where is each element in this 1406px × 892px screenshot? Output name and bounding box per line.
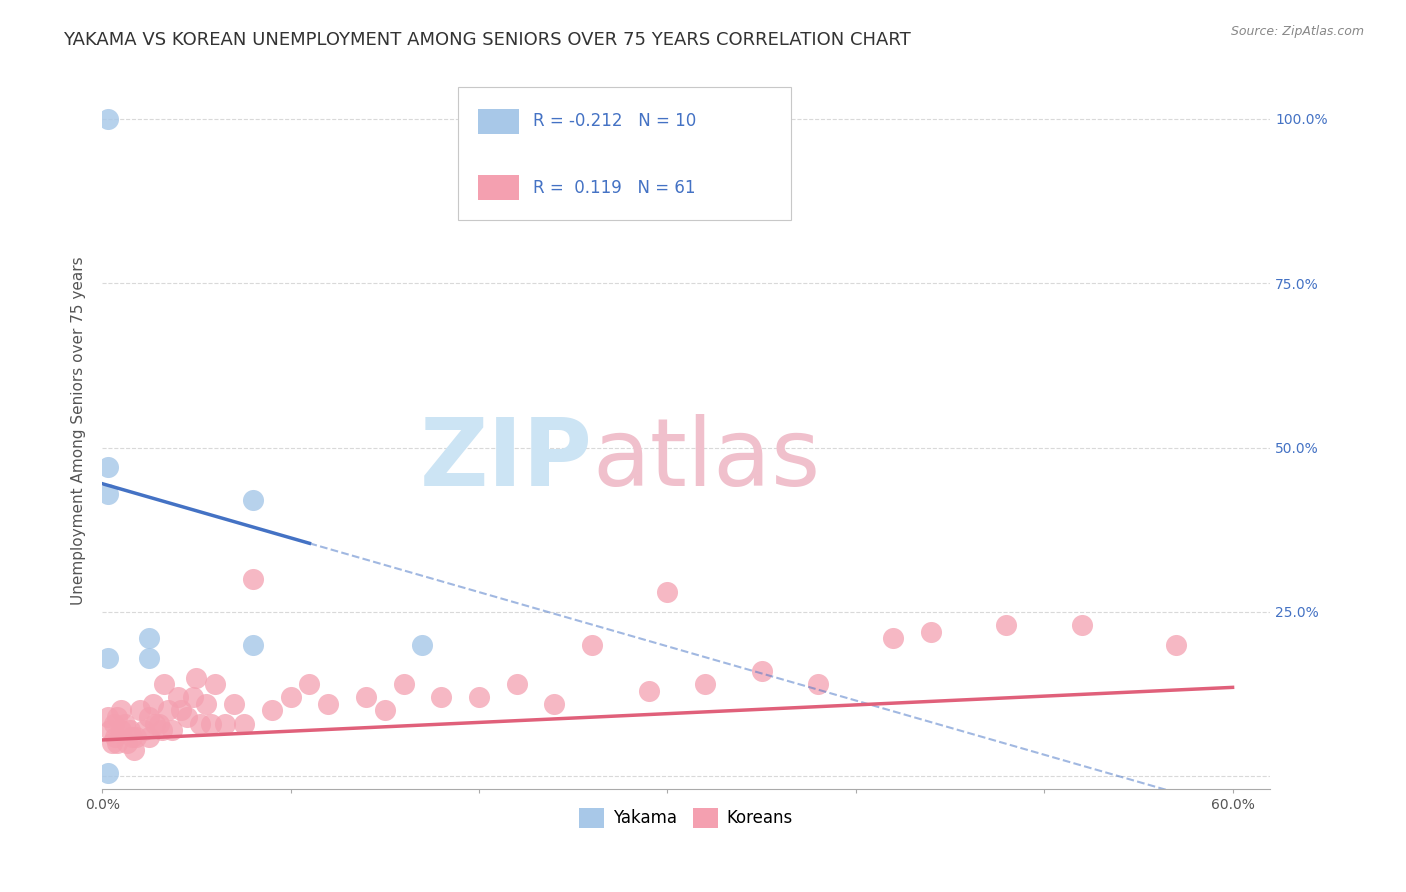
Text: ZIP: ZIP	[420, 414, 593, 506]
Point	[214, 716, 236, 731]
Point	[657, 585, 679, 599]
Point	[260, 703, 283, 717]
Point	[298, 677, 321, 691]
Point	[242, 493, 264, 508]
Point	[97, 486, 120, 500]
Point	[115, 736, 138, 750]
Point	[176, 710, 198, 724]
Point	[97, 650, 120, 665]
Point	[97, 112, 120, 126]
Point	[316, 697, 339, 711]
Point	[152, 723, 174, 737]
Point	[166, 690, 188, 705]
Point	[392, 677, 415, 691]
Point	[138, 730, 160, 744]
Point	[920, 624, 942, 639]
Point	[170, 703, 193, 717]
Point	[995, 618, 1018, 632]
Point	[142, 697, 165, 711]
Y-axis label: Unemployment Among Seniors over 75 years: Unemployment Among Seniors over 75 years	[72, 257, 86, 606]
Point	[1070, 618, 1092, 632]
Text: R =  0.119   N = 61: R = 0.119 N = 61	[533, 179, 696, 197]
Point	[153, 677, 176, 691]
Point	[100, 736, 122, 750]
Point	[581, 638, 603, 652]
Point	[120, 723, 142, 737]
Point	[160, 723, 183, 737]
Point	[104, 730, 127, 744]
Text: atlas: atlas	[593, 414, 821, 506]
Point	[97, 460, 120, 475]
Point	[105, 736, 128, 750]
Point	[280, 690, 302, 705]
Point	[204, 677, 226, 691]
Text: R = -0.212   N = 10: R = -0.212 N = 10	[533, 112, 696, 130]
FancyBboxPatch shape	[458, 87, 792, 219]
Point	[200, 716, 222, 731]
Point	[103, 716, 125, 731]
Point	[157, 703, 180, 717]
Point	[374, 703, 396, 717]
Point	[132, 723, 155, 737]
Point	[122, 743, 145, 757]
Point	[138, 631, 160, 645]
Point	[543, 697, 565, 711]
Point	[411, 638, 433, 652]
Point	[693, 677, 716, 691]
Point	[181, 690, 204, 705]
Point	[505, 677, 527, 691]
Point	[882, 631, 904, 645]
Point	[807, 677, 830, 691]
Text: Source: ZipAtlas.com: Source: ZipAtlas.com	[1230, 25, 1364, 38]
Point	[98, 723, 121, 737]
Point	[468, 690, 491, 705]
Point	[138, 710, 160, 724]
Point	[194, 697, 217, 711]
Text: YAKAMA VS KOREAN UNEMPLOYMENT AMONG SENIORS OVER 75 YEARS CORRELATION CHART: YAKAMA VS KOREAN UNEMPLOYMENT AMONG SENI…	[63, 31, 911, 49]
Bar	[478, 176, 519, 201]
Point	[1164, 638, 1187, 652]
Point	[222, 697, 245, 711]
Point	[138, 650, 160, 665]
Point	[186, 671, 208, 685]
Point	[121, 730, 143, 744]
Point	[232, 716, 254, 731]
Point	[354, 690, 377, 705]
Point	[110, 703, 132, 717]
Point	[97, 710, 120, 724]
Point	[242, 572, 264, 586]
Point	[110, 723, 132, 737]
Point	[125, 730, 148, 744]
Point	[105, 710, 128, 724]
Point	[114, 716, 136, 731]
Point	[148, 716, 170, 731]
Point	[97, 765, 120, 780]
Point	[143, 716, 166, 731]
Point	[242, 638, 264, 652]
Point	[430, 690, 453, 705]
Point	[751, 664, 773, 678]
Point	[188, 716, 211, 731]
Legend: Yakama, Koreans: Yakama, Koreans	[572, 801, 800, 835]
Point	[128, 703, 150, 717]
Point	[637, 683, 659, 698]
Bar	[478, 109, 519, 134]
